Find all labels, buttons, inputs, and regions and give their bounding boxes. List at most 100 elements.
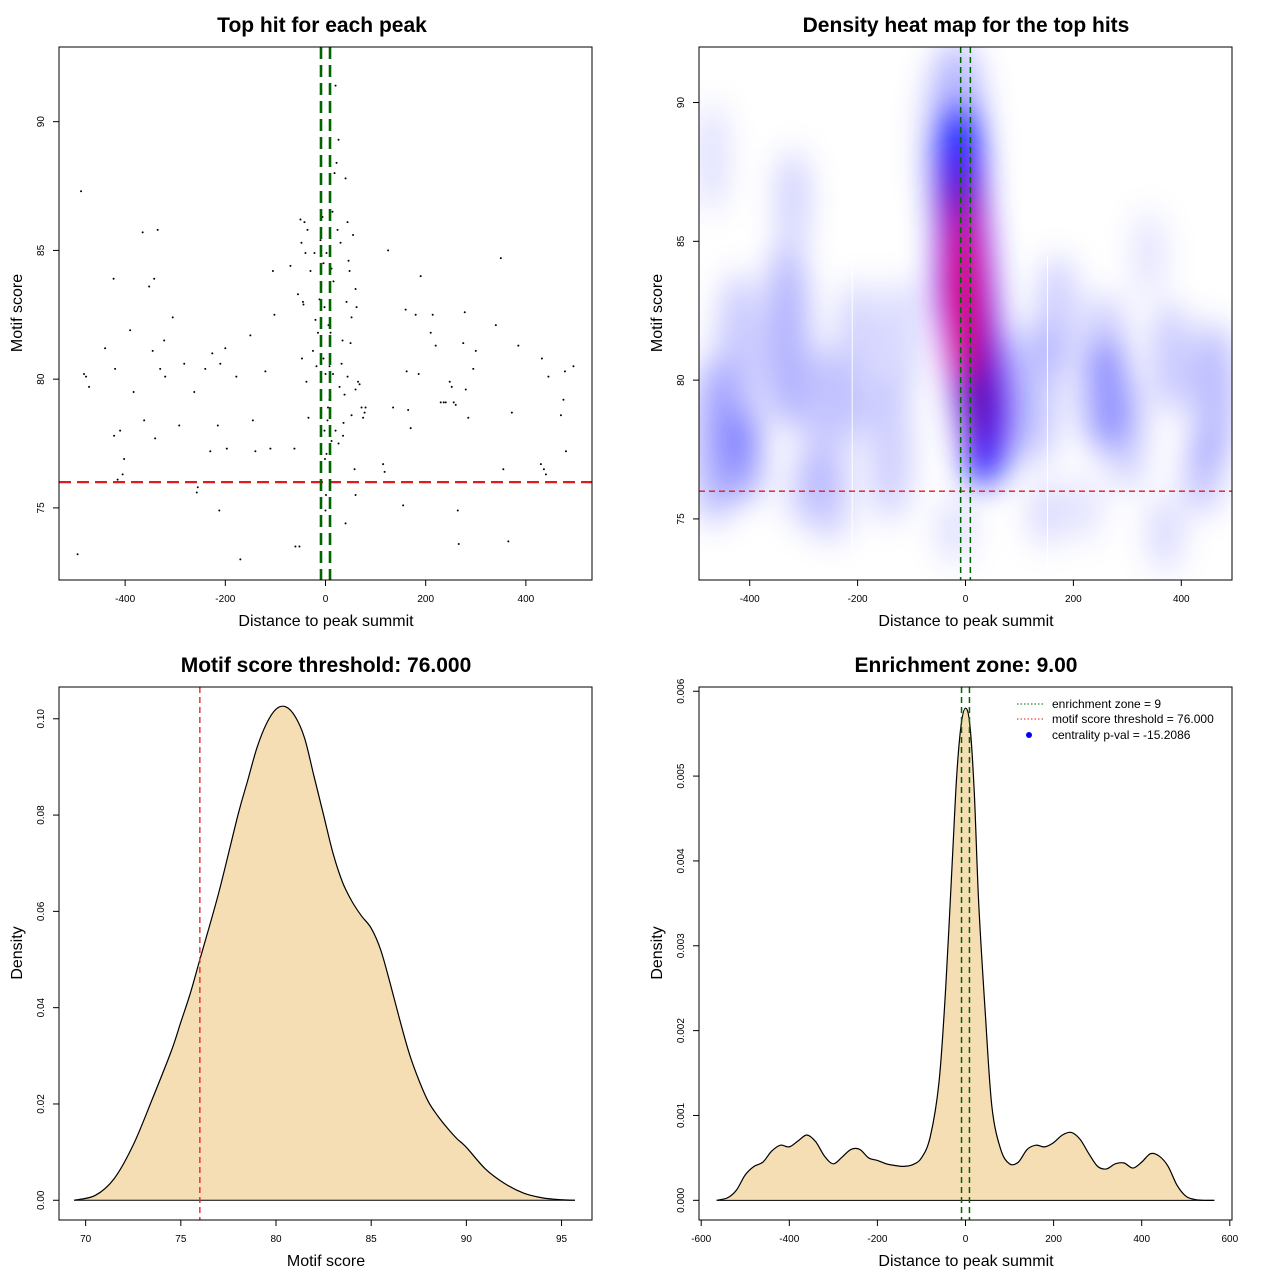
scatter-point <box>472 367 475 370</box>
heatmap-title: Density heat map for the top hits <box>803 14 1130 37</box>
scatter-point <box>300 357 303 360</box>
scatter-point <box>251 419 254 422</box>
enrichment-xtick-label: 600 <box>1221 1234 1238 1245</box>
scatter-point <box>357 380 360 383</box>
heatmap-xtick-label: -400 <box>740 594 760 605</box>
enrichment-ytick-label: 0.005 <box>676 763 687 788</box>
scatter-point <box>342 434 345 437</box>
scatter-point <box>323 457 326 460</box>
scatter-point <box>159 367 162 370</box>
scatter-point <box>209 450 212 453</box>
scatter-point <box>171 316 174 319</box>
scatter-point <box>164 375 167 378</box>
scatter-point <box>407 409 410 412</box>
scatter-point <box>414 313 417 316</box>
scatter-point <box>163 339 166 342</box>
scatter-point <box>219 362 222 365</box>
score-density-xlabel: Motif score <box>287 1253 365 1270</box>
scatter-point <box>309 270 312 273</box>
scatter-point <box>178 424 181 427</box>
scatter-point <box>224 347 227 350</box>
scatter-title: Top hit for each peak <box>217 14 427 37</box>
heatmap-xtick-label: 200 <box>1065 594 1082 605</box>
scatter-point <box>344 522 347 525</box>
enrichment-marks: -600 -400 -200 0 200 400 600 0.000 0.001 0.002 0.0… <box>676 678 1239 1245</box>
scatter-point <box>325 251 328 254</box>
enrichment-ytick-label: 0.004 <box>676 848 687 873</box>
heatmap-density-blob <box>1087 294 1125 383</box>
enrichment-xtick-label: -200 <box>867 1234 887 1245</box>
enrichment-panel: Enrichment zone: 9.00 Distance to peak s… <box>649 654 1239 1270</box>
scatter-point <box>306 228 309 231</box>
scatter-point <box>307 416 310 419</box>
scatter-point <box>153 277 156 280</box>
scatter-point <box>434 344 437 347</box>
enrichment-ytick-label: 0.006 <box>676 678 687 703</box>
heatmap-density-blob <box>881 277 920 400</box>
heatmap-ytick-label: 90 <box>676 97 687 109</box>
scatter-point <box>333 172 336 175</box>
scatter-point <box>502 468 505 471</box>
score-density-xtick-label: 75 <box>175 1234 187 1245</box>
scatter-point <box>457 542 460 545</box>
scatter-point <box>350 414 353 417</box>
scatter-point <box>402 504 405 507</box>
scatter-point <box>350 316 353 319</box>
heatmap-density-blob <box>1151 302 1190 414</box>
scatter-point <box>507 540 510 543</box>
enrichment-density-curve <box>716 707 1215 1201</box>
scatter-point <box>113 434 116 437</box>
scatter-point <box>382 463 385 466</box>
scatter-point <box>296 293 299 296</box>
scatter-point <box>300 241 303 244</box>
scatter-point <box>330 439 333 442</box>
scatter-point <box>193 391 196 394</box>
scatter-point <box>88 385 91 388</box>
scatter-xlabel: Distance to peak summit <box>238 613 414 630</box>
scatter-point <box>462 342 465 345</box>
scatter-point <box>352 233 355 236</box>
scatter-point <box>119 429 122 432</box>
heatmap-density-blob <box>716 271 762 461</box>
scatter-point <box>196 486 199 489</box>
scatter-point <box>346 375 349 378</box>
heatmap-density-blob <box>868 377 912 522</box>
scatter-point <box>324 509 327 512</box>
score-density-title: Motif score threshold: 76.000 <box>181 654 472 677</box>
scatter-point <box>76 553 79 556</box>
enrichment-ytick-label: 0.002 <box>676 1018 687 1043</box>
scatter-point <box>143 419 146 422</box>
scatter-point <box>85 375 88 378</box>
scatter-point <box>343 393 346 396</box>
score-density-ylabel: Density <box>9 926 26 979</box>
scatter-point <box>334 84 337 87</box>
scatter-point <box>302 303 305 306</box>
scatter-point <box>405 370 408 373</box>
scatter-point <box>474 349 477 352</box>
scatter-panel: Top hit for each peak Distance to peak s… <box>9 14 593 630</box>
scatter-point <box>450 385 453 388</box>
enrichment-xlabel: Distance to peak summit <box>878 1253 1054 1270</box>
scatter-point <box>358 383 361 386</box>
scatter-point <box>454 403 457 406</box>
scatter-point <box>448 380 451 383</box>
scatter-point <box>329 331 332 334</box>
scatter-point <box>327 406 330 409</box>
scatter-ytick-label: 80 <box>36 373 47 385</box>
score-density-ytick-label: 0.04 <box>36 997 47 1017</box>
scatter-point <box>129 329 132 332</box>
legend-label-enrichment-zone: enrichment zone = 9 <box>1052 697 1161 711</box>
scatter-point <box>148 285 151 288</box>
scatter-point <box>332 373 335 376</box>
scatter-point <box>363 411 366 414</box>
scatter-point <box>353 468 356 471</box>
legend-point-centrality <box>1026 732 1032 738</box>
scatter-point <box>499 257 502 260</box>
scatter-point <box>151 349 154 352</box>
scatter-point <box>409 427 412 430</box>
scatter-ylabel: Motif score <box>9 274 26 352</box>
scatter-point <box>349 342 352 345</box>
scatter-point <box>104 347 107 350</box>
scatter-point <box>439 401 442 404</box>
